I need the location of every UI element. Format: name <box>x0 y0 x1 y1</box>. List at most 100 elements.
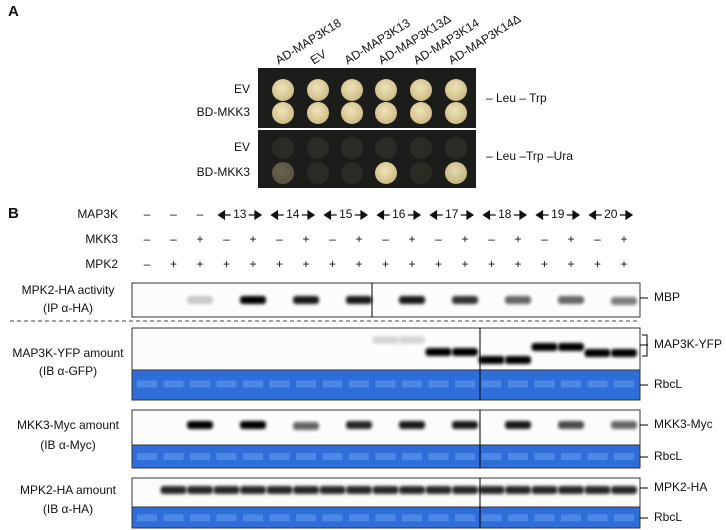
lane-sign: – <box>329 232 336 246</box>
stain-lane <box>190 380 210 388</box>
lane-sign: + <box>514 257 521 271</box>
band <box>611 486 637 494</box>
treatment-label: MAP3K <box>77 207 118 221</box>
lane-sign: – <box>144 232 151 246</box>
row-label: BD-MKK3 <box>197 105 251 119</box>
stain-lane <box>216 514 237 522</box>
band <box>611 297 637 305</box>
stain-lane <box>375 380 396 388</box>
lane-sign: + <box>382 257 389 271</box>
band <box>611 421 637 429</box>
group-label: 20 <box>604 207 618 221</box>
stain-lane <box>349 453 369 461</box>
stain-lane <box>534 380 555 388</box>
stain-lane <box>481 380 502 388</box>
stain-lane <box>243 453 263 461</box>
column-label: AD-MAP3K18 <box>273 16 344 68</box>
band <box>584 486 611 494</box>
band <box>346 486 372 494</box>
stain-lane <box>561 453 581 461</box>
band <box>346 296 372 304</box>
stain-lane <box>428 514 449 522</box>
row-label: BD-MKK3 <box>197 165 251 179</box>
blot <box>131 409 641 446</box>
stain-lane <box>137 514 157 522</box>
band <box>399 336 425 344</box>
lane-sign: + <box>461 257 468 271</box>
group-label: 13 <box>233 207 247 221</box>
lane-sign: – <box>382 232 389 246</box>
lane-sign: + <box>461 232 468 246</box>
stain-lane <box>190 514 210 522</box>
lane-sign: + <box>408 257 415 271</box>
spot <box>410 137 432 159</box>
blot-method: (IB α-GFP) <box>39 364 97 378</box>
band <box>505 486 531 494</box>
stain-lane <box>428 380 449 388</box>
colony <box>341 79 363 101</box>
band <box>531 486 558 494</box>
stain-lane <box>163 380 184 388</box>
band <box>266 486 293 494</box>
group-label: 16 <box>392 207 406 221</box>
band <box>452 421 478 429</box>
lane-sign: + <box>196 232 203 246</box>
arrow <box>535 209 581 221</box>
blot-method: (IB α-HA) <box>43 502 93 516</box>
stain-lane <box>269 453 290 461</box>
stain-lane <box>402 514 422 522</box>
marker-label: MBP <box>654 290 680 304</box>
group-label: 17 <box>445 207 459 221</box>
spot <box>445 137 467 159</box>
band <box>213 486 240 494</box>
stain-lane <box>349 514 369 522</box>
band <box>240 296 266 304</box>
lane-sign: + <box>594 257 601 271</box>
stain-lane <box>508 453 528 461</box>
band <box>319 486 346 494</box>
colony <box>307 79 329 101</box>
stain-lane <box>614 453 634 461</box>
band <box>611 349 637 357</box>
band <box>372 486 399 494</box>
stain-lane <box>269 514 290 522</box>
spot <box>307 162 329 184</box>
blot-method: (IB α-Myc) <box>40 438 96 452</box>
arrow <box>217 209 263 221</box>
marker-label: MPK2-HA <box>654 480 707 494</box>
band <box>452 486 478 494</box>
stain-lane <box>269 380 290 388</box>
colony <box>375 79 397 101</box>
row-label: EV <box>234 82 250 96</box>
stain-lane <box>296 514 316 522</box>
band <box>293 422 319 430</box>
lane-sign: – <box>223 232 230 246</box>
band <box>531 343 558 351</box>
group-label: 19 <box>551 207 565 221</box>
stain-lane <box>322 514 343 522</box>
colony <box>272 102 294 124</box>
lane-sign: + <box>355 257 362 271</box>
stain-lane <box>322 453 343 461</box>
band <box>293 296 319 304</box>
lane-sign: + <box>435 257 442 271</box>
panel-label: A <box>8 3 19 20</box>
band <box>478 356 505 364</box>
stain-lane <box>587 380 608 388</box>
condition-label: – Leu –Trp –Ura <box>486 149 573 163</box>
band <box>558 421 584 429</box>
stain-lane <box>455 380 475 388</box>
stain-lane <box>455 514 475 522</box>
column-label: EV <box>308 47 329 67</box>
band <box>240 421 266 429</box>
lane-sign: + <box>249 257 256 271</box>
group-label: 18 <box>498 207 512 221</box>
stain-lane <box>322 380 343 388</box>
lane-sign: + <box>276 257 283 271</box>
lane-sign: – <box>170 232 177 246</box>
stain-lane <box>534 453 555 461</box>
lane-sign: + <box>170 257 177 271</box>
band <box>399 421 425 429</box>
lane-sign: + <box>196 257 203 271</box>
lane-sign: + <box>302 232 309 246</box>
